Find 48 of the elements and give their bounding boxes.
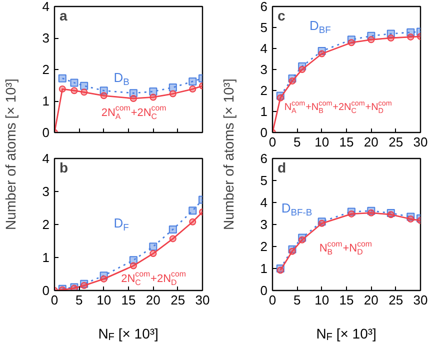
y-tick-label: 3 bbox=[260, 217, 268, 232]
y-tick-label: 0 bbox=[42, 125, 50, 140]
y-tick-label: 6 bbox=[260, 151, 268, 166]
chart-title: b bbox=[60, 160, 68, 176]
x-tick-label: 20 bbox=[364, 292, 378, 308]
y-tick-label: 0 bbox=[260, 283, 268, 298]
x-tick-label: 30 bbox=[413, 134, 428, 150]
y-tick-label: 1 bbox=[42, 94, 50, 108]
x-tick-label: 5 bbox=[294, 292, 301, 308]
x-tick-label: 15 bbox=[339, 292, 354, 308]
y-axis-title: Number of atoms [× 10³] bbox=[220, 78, 236, 230]
x-tick-label: 25 bbox=[388, 134, 404, 150]
y-tick-label: 2 bbox=[42, 217, 50, 232]
y-tick-label: 1 bbox=[260, 261, 268, 276]
y-tick-label: 1 bbox=[42, 250, 50, 265]
y-tick-label: 0 bbox=[260, 125, 268, 140]
x-tick-label: 15 bbox=[121, 292, 136, 308]
x-tick-label: 30 bbox=[413, 292, 428, 308]
y-tick-label: 5 bbox=[260, 173, 268, 188]
x-tick-label: 20 bbox=[146, 292, 160, 308]
y-tick-label: 2 bbox=[260, 239, 268, 254]
y-tick-label: 5 bbox=[260, 20, 268, 35]
x-tick-label: 15 bbox=[339, 134, 354, 150]
y-tick-label: 2 bbox=[260, 83, 268, 98]
y-tick-label: 4 bbox=[260, 195, 268, 210]
x-tick-label: 20 bbox=[364, 134, 378, 150]
y-tick-label: 4 bbox=[42, 151, 50, 166]
y-tick-label: 3 bbox=[260, 62, 268, 77]
y-tick-label: 1 bbox=[260, 104, 268, 119]
x-tick-label: 5 bbox=[294, 134, 301, 150]
x-tick-label: 25 bbox=[170, 292, 186, 308]
chart-title: d bbox=[278, 160, 286, 176]
y-tick-label: 4 bbox=[42, 0, 50, 14]
y-tick-label: 0 bbox=[42, 283, 50, 298]
chart-title: a bbox=[60, 8, 68, 24]
chart-title: c bbox=[278, 8, 286, 24]
y-tick-label: 3 bbox=[42, 184, 50, 199]
x-tick-label: 5 bbox=[76, 292, 83, 308]
y-tick-label: 4 bbox=[260, 41, 268, 56]
x-tick-label: 25 bbox=[388, 292, 404, 308]
x-tick-label: 10 bbox=[314, 134, 330, 150]
x-tick-label: 10 bbox=[96, 292, 112, 308]
y-axis-title: Number of atoms [× 10³] bbox=[2, 78, 18, 230]
x-tick-label: 30 bbox=[195, 292, 210, 308]
y-tick-label: 2 bbox=[42, 62, 50, 77]
y-tick-label: 3 bbox=[42, 30, 50, 46]
x-tick-label: 10 bbox=[314, 292, 330, 308]
y-tick-label: 6 bbox=[260, 0, 268, 14]
